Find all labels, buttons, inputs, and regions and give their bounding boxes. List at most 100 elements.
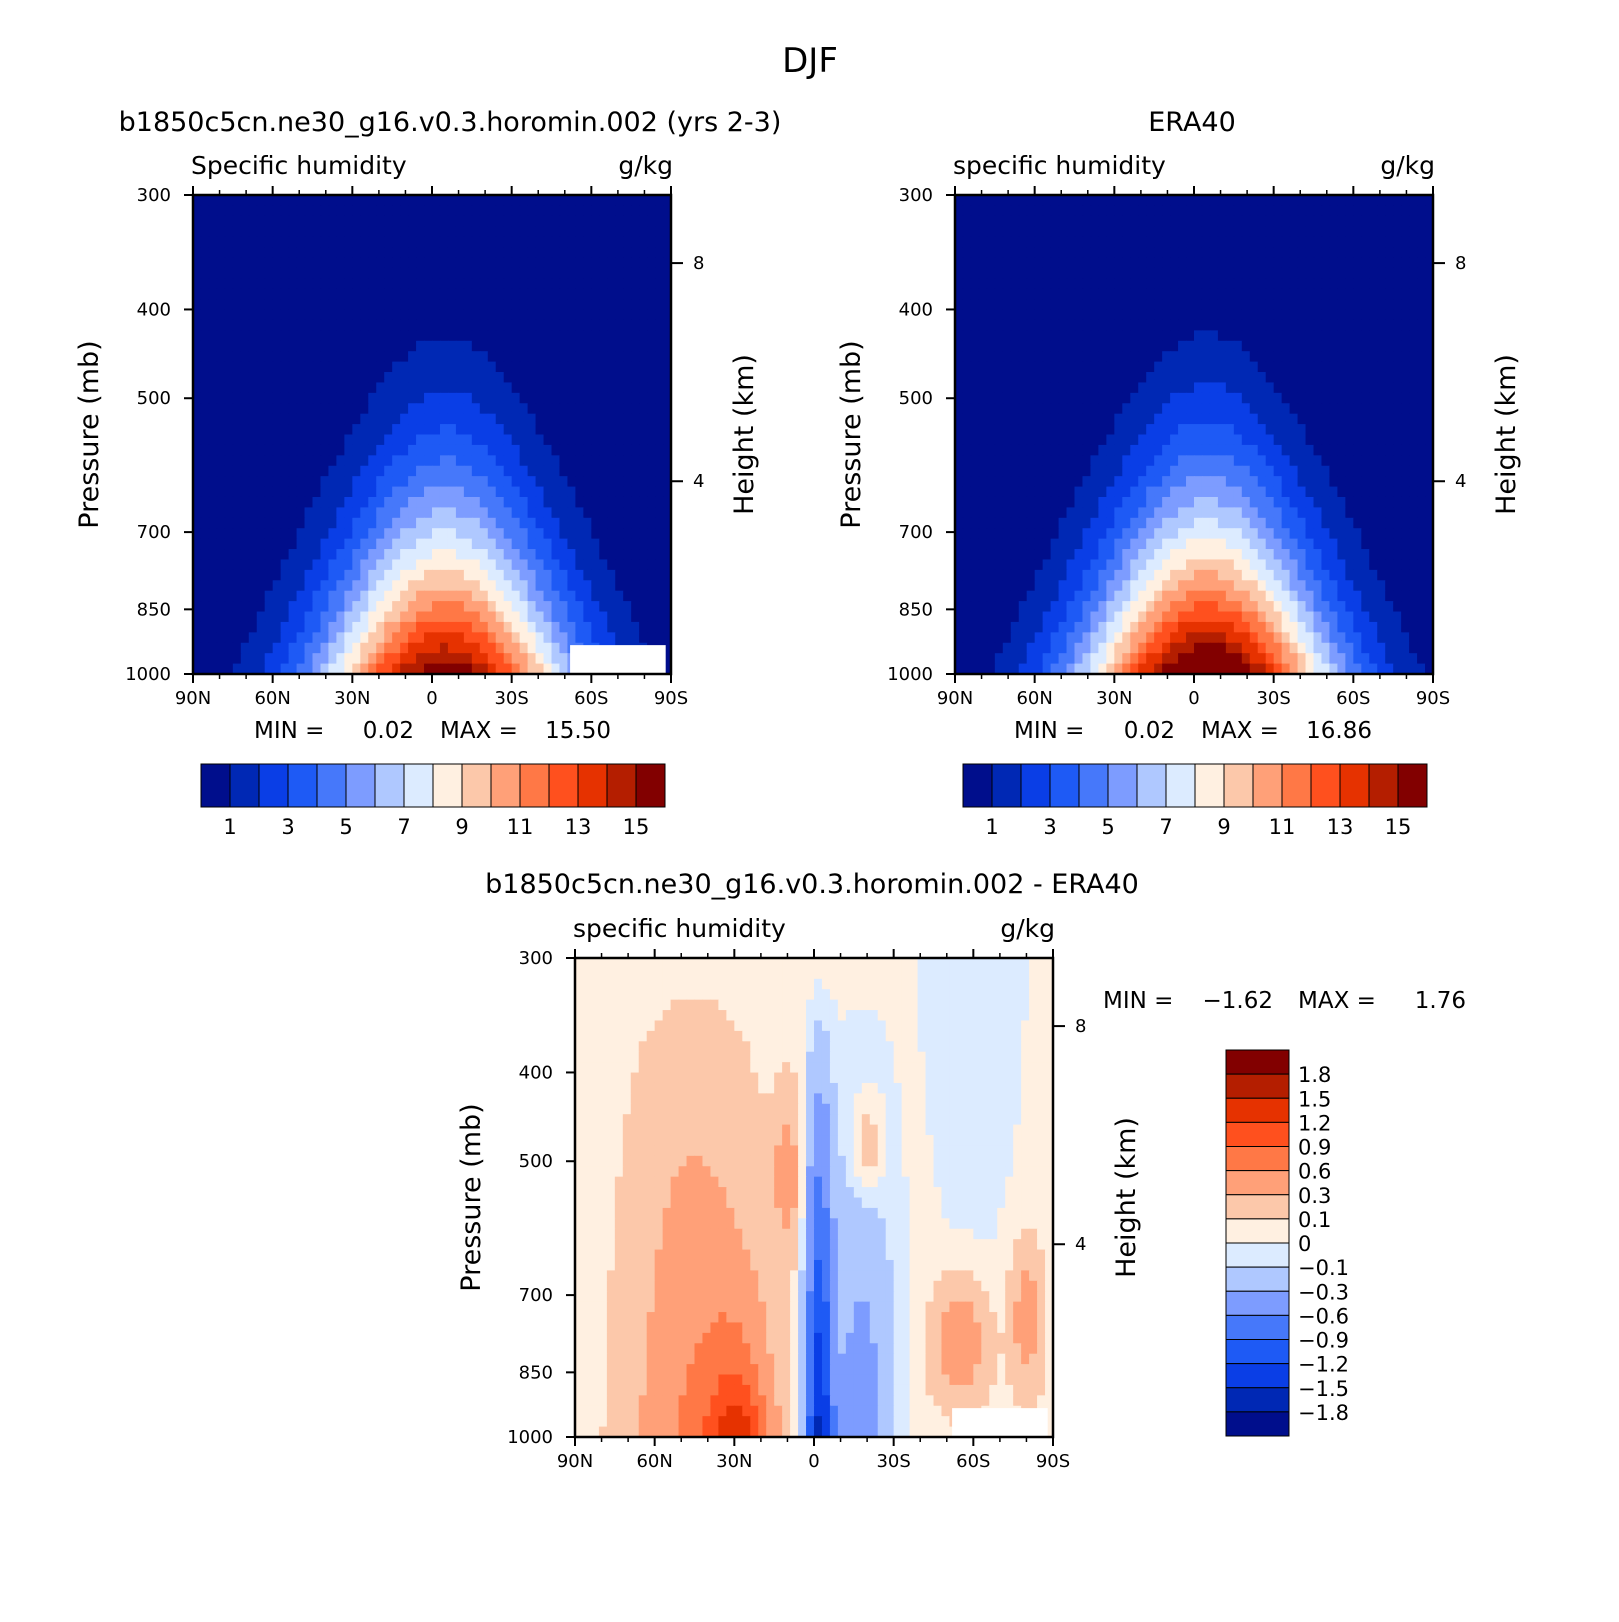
contour-cell — [432, 444, 441, 456]
contour-cell — [384, 642, 393, 654]
contour-cell — [623, 507, 632, 519]
contour-cell — [1066, 257, 1076, 269]
contour-cell — [471, 351, 481, 363]
contour-cell — [479, 278, 489, 290]
contour-cell — [1146, 361, 1155, 373]
contour-cell — [1162, 205, 1171, 217]
contour-cell — [583, 632, 592, 644]
contour-cell — [1297, 340, 1307, 352]
contour-cell — [1130, 392, 1139, 404]
contour-cell — [471, 424, 481, 436]
contour-cell — [1194, 496, 1203, 508]
contour-cell — [1377, 372, 1386, 384]
contour-cell — [296, 351, 306, 363]
contour-cell — [1082, 215, 1092, 227]
contour-cell — [312, 549, 322, 561]
contour-cell — [962, 382, 972, 394]
contour-cell — [1194, 247, 1203, 259]
contour-cell — [543, 382, 553, 394]
contour-cell — [408, 288, 417, 300]
contour-cell — [1194, 257, 1203, 269]
contour-cell — [1249, 319, 1259, 331]
contour-cell — [1265, 465, 1275, 477]
contour-cell — [240, 528, 250, 540]
contour-cell — [248, 195, 258, 207]
contour-cell — [1106, 372, 1115, 384]
contour-cell — [1321, 382, 1331, 394]
contour-cell — [1401, 496, 1410, 508]
contour-cell — [615, 434, 624, 446]
contour-cell — [543, 434, 553, 446]
contour-cell — [535, 663, 545, 674]
contour-cell — [1273, 226, 1283, 238]
contour-cell — [216, 528, 226, 540]
contour-cell — [400, 465, 409, 477]
contour-cell — [575, 236, 584, 248]
contour-cell — [559, 309, 569, 321]
contour-cell — [193, 559, 202, 571]
contour-cell — [631, 382, 640, 394]
contour-cell — [535, 601, 545, 613]
contour-cell — [216, 507, 226, 519]
contour-cell — [272, 611, 282, 623]
contour-cell — [655, 538, 664, 550]
contour-cell — [455, 299, 465, 311]
contour-cell — [1034, 403, 1044, 415]
contour-cell — [1313, 372, 1323, 384]
contour-cell — [1050, 434, 1060, 446]
contour-cell — [1114, 205, 1123, 217]
contour-cell — [1345, 496, 1354, 508]
contour-cell — [352, 455, 361, 467]
contour-cell — [439, 496, 449, 508]
contour-cell — [535, 538, 545, 550]
contour-cell — [368, 580, 377, 592]
contour-cell — [224, 559, 234, 571]
contour-cell — [312, 444, 322, 456]
contour-cell — [1122, 351, 1131, 363]
contour-cell — [344, 372, 353, 384]
contour-cell — [408, 538, 417, 550]
contour-cell — [1225, 392, 1235, 404]
contour-cell — [986, 382, 996, 394]
contour-cell — [1066, 247, 1076, 259]
topography-mask — [570, 645, 666, 674]
contour-cell — [1066, 403, 1076, 415]
contour-cell — [360, 413, 369, 425]
contour-cell — [607, 538, 616, 550]
contour-cell — [1297, 382, 1307, 394]
contour-cell — [376, 247, 385, 259]
contour-cell — [1369, 247, 1378, 259]
contour-cell — [1273, 434, 1283, 446]
contour-cell — [1289, 236, 1299, 248]
contour-cell — [1241, 340, 1251, 352]
contour-cell — [1305, 278, 1315, 290]
contour-cell — [1138, 517, 1147, 529]
contour-cell — [1265, 226, 1275, 238]
contour-cell — [304, 632, 314, 644]
contour-cell — [1409, 444, 1418, 456]
contour-cell — [1417, 496, 1426, 508]
contour-cell — [639, 226, 648, 238]
colorbar-box — [374, 763, 405, 808]
contour-cell — [479, 288, 489, 300]
contour-cell — [1194, 413, 1203, 425]
contour-cell — [986, 361, 996, 373]
contour-cell — [1321, 507, 1331, 519]
contour-cell — [193, 455, 202, 467]
contour-cell — [1114, 465, 1123, 477]
contour-cell — [599, 528, 608, 540]
contour-cell — [216, 267, 226, 279]
contour-cell — [1409, 455, 1418, 467]
contour-cell — [551, 299, 561, 311]
contour-cell — [1066, 205, 1076, 217]
contour-cell — [280, 278, 290, 290]
contour-cell — [663, 590, 671, 602]
contour-cell — [551, 351, 561, 363]
contour-cell — [994, 299, 1004, 311]
contour-cell — [455, 372, 465, 384]
contour-cell — [439, 215, 449, 227]
contour-cell — [1106, 549, 1115, 561]
contour-cell — [288, 319, 298, 331]
contour-cell — [1385, 319, 1394, 331]
contour-cell — [1138, 330, 1147, 342]
